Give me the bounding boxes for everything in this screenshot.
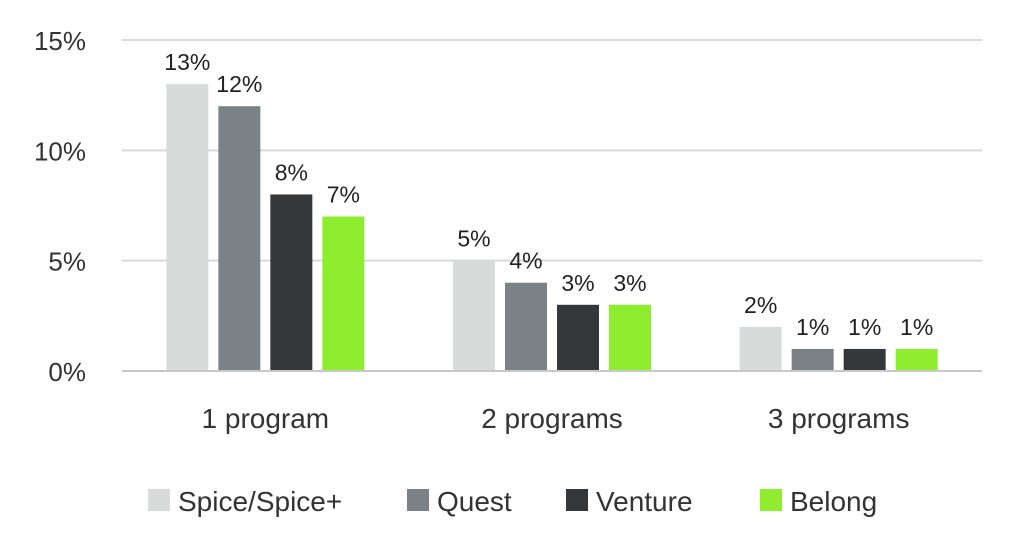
gridlines xyxy=(122,39,982,262)
bar-value-label: 7% xyxy=(327,182,360,208)
bar xyxy=(218,106,261,371)
bar xyxy=(895,348,938,371)
y-axis-ticks: 0% 5% 10% 15% xyxy=(34,26,86,387)
bar-value-label: 1% xyxy=(796,314,829,340)
legend-swatch xyxy=(566,489,588,511)
bar xyxy=(453,260,495,371)
legend-label: Spice/Spice+ xyxy=(178,486,342,517)
y-tick-label: 0% xyxy=(48,357,86,387)
bars xyxy=(166,84,938,371)
bar xyxy=(843,348,886,371)
bar-value-label: 13% xyxy=(164,49,210,75)
x-axis-categories: 1 program 2 programs 3 programs xyxy=(202,403,910,434)
bar xyxy=(557,304,599,371)
bar xyxy=(270,194,313,371)
legend-label: Venture xyxy=(596,486,693,517)
legend-swatch xyxy=(407,489,429,511)
bar-value-label: 3% xyxy=(561,270,594,296)
bar xyxy=(739,326,782,371)
bar-value-label: 5% xyxy=(457,226,490,252)
legend-swatch xyxy=(148,489,170,511)
bar xyxy=(505,282,547,371)
y-tick-label: 15% xyxy=(34,26,86,56)
y-tick-label: 5% xyxy=(48,247,86,277)
legend-label: Belong xyxy=(790,486,877,517)
x-category-label: 2 programs xyxy=(481,403,623,434)
bar xyxy=(609,304,651,371)
legend-swatch xyxy=(760,489,782,511)
x-category-label: 1 program xyxy=(202,403,330,434)
bar-value-label: 4% xyxy=(509,248,542,274)
bar xyxy=(322,216,365,371)
bar-value-label: 1% xyxy=(848,314,881,340)
data-labels: 13%12% 8% 7% 5% 4% 3% 3% 2% 1% 1% 1% xyxy=(164,49,933,340)
x-category-label: 3 programs xyxy=(768,403,910,434)
bar-value-label: 3% xyxy=(613,270,646,296)
legend-label: Quest xyxy=(437,486,512,517)
bar xyxy=(791,348,834,371)
bar-value-label: 8% xyxy=(275,159,308,185)
y-tick-label: 10% xyxy=(34,136,86,166)
bar xyxy=(166,84,209,371)
bar-value-label: 12% xyxy=(216,71,262,97)
bar-value-label: 1% xyxy=(900,314,933,340)
legend: Spice/Spice+ Quest Venture Belong xyxy=(148,486,877,517)
bar-value-label: 2% xyxy=(744,292,777,318)
